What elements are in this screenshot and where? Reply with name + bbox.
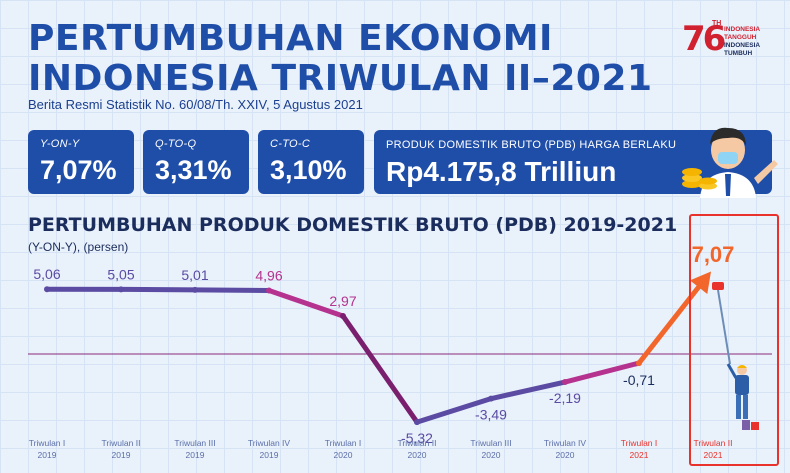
mascot-icon <box>682 127 778 198</box>
data-label: 5,06 <box>33 266 60 282</box>
qtoq-value: 3,31% <box>155 155 232 185</box>
pdb-value: Rp4.175,8 Trilliun <box>386 156 617 187</box>
chart-title: PERTUMBUHAN PRODUK DOMESTIK BRUTO (PDB) … <box>28 214 678 236</box>
page-title-line1: PERTUMBUHAN EKONOMI <box>28 18 553 59</box>
x-tick-year: 2019 <box>260 450 279 460</box>
yoy-value: 7,07% <box>40 155 117 185</box>
x-tick-quarter: Triwulan II <box>102 438 141 448</box>
x-tick-quarter: Triwulan III <box>174 438 215 448</box>
page-title-line2: INDONESIA TRIWULAN II–2021 <box>28 58 653 99</box>
x-tick-quarter: Triwulan III <box>470 438 511 448</box>
paint-cans-icon <box>742 420 759 430</box>
ctoc-label: C-TO-C <box>270 138 311 150</box>
data-point <box>562 379 568 386</box>
data-label: 7,07 <box>692 242 735 267</box>
data-point <box>414 419 420 426</box>
x-tick-quarter: Triwulan II <box>694 438 733 448</box>
data-label: 5,05 <box>107 266 134 282</box>
data-point <box>340 312 346 319</box>
ctoc-value: 3,10% <box>270 155 347 185</box>
series-segment <box>340 313 420 425</box>
paint-roller-icon <box>712 282 724 290</box>
worker-icon <box>712 282 749 419</box>
x-tick-year: 2019 <box>38 450 57 460</box>
x-tick-year: 2020 <box>334 450 353 460</box>
data-label: -2,19 <box>549 390 581 406</box>
x-tick-year: 2020 <box>556 450 575 460</box>
qtoq-label: Q-TO-Q <box>155 138 197 150</box>
series-segment <box>192 287 272 294</box>
yoy-label: Y-ON-Y <box>40 138 80 150</box>
highlight-box <box>689 214 779 466</box>
data-point <box>636 360 642 367</box>
x-tick-year: 2021 <box>630 450 649 460</box>
series-segment <box>562 360 642 385</box>
data-point <box>266 287 272 294</box>
data-label: -0,71 <box>623 372 655 388</box>
x-tick-quarter: Triwulan I <box>29 438 66 448</box>
series-segment <box>414 396 494 425</box>
anniversary-logo: 76 TH INDONESIA TANGGUH INDONESIA TUMBUH <box>682 18 782 68</box>
logo-mark: 76 <box>682 19 726 59</box>
data-point <box>44 286 50 293</box>
logo-line4: TUMBUH <box>724 50 753 57</box>
data-point <box>118 286 124 293</box>
data-point <box>192 286 198 293</box>
x-tick-year: 2020 <box>482 450 501 460</box>
qtoq-card: Q-TO-Q 3,31% <box>143 130 249 194</box>
data-label: 4,96 <box>255 268 282 284</box>
x-tick-quarter: Triwulan I <box>325 438 362 448</box>
data-point <box>488 395 494 402</box>
coins-icon <box>682 168 717 190</box>
highlight-arrow-shaft <box>636 279 706 366</box>
series-segment <box>266 288 346 319</box>
data-label: 2,97 <box>329 293 356 309</box>
x-tick-quarter: Triwulan IV <box>248 438 291 448</box>
data-label: 5,01 <box>181 267 208 283</box>
highlight-arrow-head <box>689 271 711 295</box>
data-label: -5,32 <box>401 430 433 446</box>
logo-line2: TANGGUH <box>724 34 757 41</box>
logo-line1: INDONESIA <box>724 26 761 33</box>
series-segment <box>118 286 198 293</box>
x-tick-quarter: Triwulan IV <box>544 438 587 448</box>
x-tick-year: 2019 <box>186 450 205 460</box>
x-tick-year: 2020 <box>408 450 427 460</box>
yoy-card: Y-ON-Y 7,07% <box>28 130 134 194</box>
chart-subtitle: (Y-ON-Y), (persen) <box>28 240 129 254</box>
data-label: -3,49 <box>475 407 507 423</box>
series-segment <box>488 379 568 402</box>
x-tick-year: 2021 <box>704 450 723 460</box>
logo-th: TH <box>712 20 722 27</box>
logo-line3: INDONESIA <box>724 42 761 49</box>
x-tick-year: 2019 <box>112 450 131 460</box>
ctoc-card: C-TO-C 3,10% <box>258 130 364 194</box>
x-tick-quarter: Triwulan I <box>621 438 658 448</box>
x-tick-quarter: Triwulan II <box>398 438 437 448</box>
page-subtitle: Berita Resmi Statistik No. 60/08/Th. XXI… <box>28 97 363 112</box>
pdb-label: PRODUK DOMESTIK BRUTO (PDB) HARGA BERLAK… <box>386 139 677 151</box>
